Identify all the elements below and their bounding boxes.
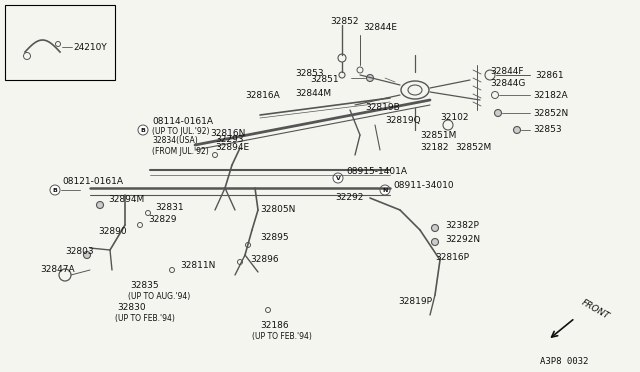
Text: 32896: 32896 xyxy=(250,256,278,264)
Text: 32819B: 32819B xyxy=(365,103,400,112)
Text: 32186: 32186 xyxy=(260,321,289,330)
Circle shape xyxy=(338,54,346,62)
Text: 32292N: 32292N xyxy=(445,235,480,244)
Bar xyxy=(5,5,115,80)
Text: 32852N: 32852N xyxy=(533,109,568,118)
Text: 32853: 32853 xyxy=(533,125,562,135)
Ellipse shape xyxy=(401,81,429,99)
Text: 32293: 32293 xyxy=(215,135,243,144)
Circle shape xyxy=(495,109,502,116)
Text: 32182: 32182 xyxy=(420,144,449,153)
Text: 32816P: 32816P xyxy=(435,253,469,263)
Text: 08114-0161A: 08114-0161A xyxy=(152,118,213,126)
Circle shape xyxy=(513,126,520,134)
Text: 32819Q: 32819Q xyxy=(385,115,420,125)
Circle shape xyxy=(333,173,343,183)
Text: B: B xyxy=(52,187,58,192)
Circle shape xyxy=(237,260,243,264)
Circle shape xyxy=(485,70,495,80)
Text: 32895: 32895 xyxy=(260,234,289,243)
Circle shape xyxy=(443,120,453,130)
Text: 08121-0161A: 08121-0161A xyxy=(62,177,123,186)
Text: 32819P: 32819P xyxy=(398,298,432,307)
Circle shape xyxy=(56,42,61,46)
Text: 32852: 32852 xyxy=(330,17,358,26)
Text: FRONT: FRONT xyxy=(580,298,611,321)
Text: 32890: 32890 xyxy=(98,228,127,237)
Circle shape xyxy=(492,92,499,99)
Ellipse shape xyxy=(408,85,422,95)
Text: 32382P: 32382P xyxy=(445,221,479,230)
Circle shape xyxy=(138,125,148,135)
Text: 32894E: 32894E xyxy=(215,144,249,153)
Text: (UP TO AUG.'94): (UP TO AUG.'94) xyxy=(128,292,190,301)
Circle shape xyxy=(138,222,143,228)
Text: 08915-1401A: 08915-1401A xyxy=(346,167,407,176)
Text: 32829: 32829 xyxy=(148,215,177,224)
Text: A3P8 0032: A3P8 0032 xyxy=(540,357,588,366)
Text: 32844G: 32844G xyxy=(490,78,525,87)
Circle shape xyxy=(357,67,363,73)
Circle shape xyxy=(97,202,104,208)
Circle shape xyxy=(246,243,250,247)
Circle shape xyxy=(431,224,438,231)
Text: B: B xyxy=(141,128,145,132)
Text: 32844F: 32844F xyxy=(490,67,524,77)
Text: 32831: 32831 xyxy=(155,203,184,212)
Text: 32816N: 32816N xyxy=(210,128,245,138)
Text: 32182A: 32182A xyxy=(533,90,568,99)
Text: 32102: 32102 xyxy=(440,113,468,122)
Circle shape xyxy=(145,211,150,215)
Text: 08911-34010: 08911-34010 xyxy=(393,180,454,189)
Circle shape xyxy=(83,251,90,259)
Text: 32851M: 32851M xyxy=(420,131,456,140)
Text: 32861: 32861 xyxy=(535,71,564,80)
Text: 32811N: 32811N xyxy=(180,260,216,269)
Circle shape xyxy=(266,308,271,312)
Text: 32805N: 32805N xyxy=(260,205,296,215)
Text: 24210Y: 24210Y xyxy=(73,42,107,51)
Text: 32894M: 32894M xyxy=(108,196,144,205)
Circle shape xyxy=(380,185,390,195)
Text: 32835: 32835 xyxy=(130,282,159,291)
Circle shape xyxy=(212,153,218,157)
Text: 32834(USA): 32834(USA) xyxy=(152,137,198,145)
Text: (FROM JUL.'92): (FROM JUL.'92) xyxy=(152,147,209,155)
Text: (UP TO FEB.'94): (UP TO FEB.'94) xyxy=(252,331,312,340)
Text: 32816A: 32816A xyxy=(245,90,280,99)
Text: (UP TO JUL.'92): (UP TO JUL.'92) xyxy=(152,128,209,137)
Circle shape xyxy=(170,267,175,273)
Circle shape xyxy=(50,185,60,195)
Circle shape xyxy=(339,72,345,78)
Text: V: V xyxy=(335,176,340,180)
Text: 32852M: 32852M xyxy=(455,144,492,153)
Circle shape xyxy=(431,238,438,246)
Text: 32844M: 32844M xyxy=(295,89,331,97)
Text: 32803: 32803 xyxy=(65,247,93,257)
Text: 32844E: 32844E xyxy=(363,23,397,32)
Circle shape xyxy=(367,74,374,81)
Text: N: N xyxy=(382,187,388,192)
Text: 32292: 32292 xyxy=(335,193,364,202)
Text: 32847A: 32847A xyxy=(40,266,75,275)
Text: (UP TO FEB.'94): (UP TO FEB.'94) xyxy=(115,314,175,323)
Text: 32853: 32853 xyxy=(295,70,324,78)
Circle shape xyxy=(24,52,31,60)
Text: 32851: 32851 xyxy=(310,76,339,84)
Circle shape xyxy=(59,269,71,281)
Text: 32830: 32830 xyxy=(117,304,146,312)
